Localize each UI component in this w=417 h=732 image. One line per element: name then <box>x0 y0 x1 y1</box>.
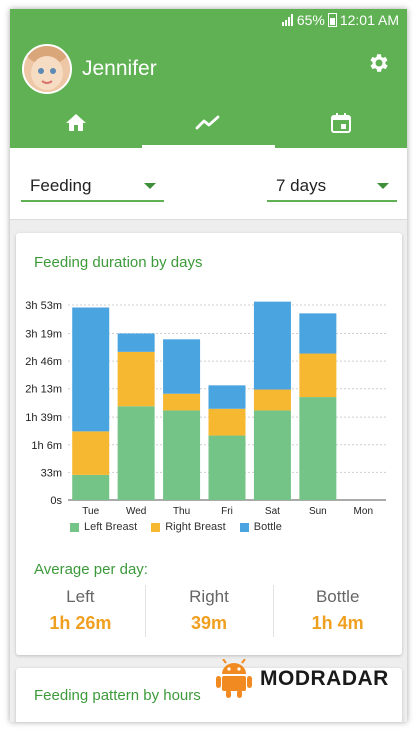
y-tick-label: 0s <box>50 495 62 507</box>
watermark-text: MODRADAR <box>260 667 389 690</box>
clock: 12:01 AM <box>339 12 399 28</box>
x-tick-label: Sun <box>309 506 327 517</box>
period-dropdown[interactable]: 7 days <box>267 172 397 202</box>
baby-face-icon <box>24 46 70 92</box>
legend-label: Bottle <box>253 521 282 533</box>
trend-icon <box>196 115 220 130</box>
x-tick-label: Tue <box>82 506 99 517</box>
watermark: MODRADAR <box>216 652 402 706</box>
bar-segment <box>117 406 155 500</box>
legend-item: Bottle <box>239 521 282 533</box>
duration-bar-chart: 0s 33m 1h 6m 1h 39m 2h 13m 2h 46m 3h 19m 3h 53m… <box>25 300 386 517</box>
app-bar: Jennifer <box>10 31 407 148</box>
activity-type-value: Feeding <box>30 176 92 195</box>
tab-statistics[interactable] <box>142 98 275 148</box>
average-bottle-label: Bottle <box>315 587 360 606</box>
y-tick-label: 1h 6m <box>31 440 62 452</box>
y-tick-label: 1h 39m <box>25 412 62 424</box>
legend-label: Right Breast <box>165 521 226 533</box>
status-bar: 65% 12:01 AM <box>10 9 407 31</box>
average-left: Left 1h 26m <box>16 585 145 637</box>
tab-calendar[interactable] <box>275 98 407 148</box>
y-tick-label: 2h 46m <box>25 356 62 368</box>
period-value: 7 days <box>276 176 327 195</box>
pattern-chart-card: Feeding pattern by hours <box>16 668 402 722</box>
legend-label: Left Breast <box>84 521 138 533</box>
x-tick-label: Mon <box>354 506 373 517</box>
legend-item: Left Breast <box>70 521 137 533</box>
bar-segment <box>208 435 246 500</box>
android-robot-icon <box>216 659 252 698</box>
bar-segment <box>117 351 155 407</box>
average-bottle-value: 1h 4m <box>311 613 364 633</box>
gear-icon <box>370 54 388 72</box>
battery-percent: 65% <box>296 12 325 28</box>
bar-segment <box>72 474 110 500</box>
bar-segment <box>117 333 155 352</box>
tab-bar <box>10 98 407 148</box>
bar-segment <box>253 410 291 500</box>
y-tick-label: 3h 53m <box>25 300 62 312</box>
average-left-label: Left <box>66 587 95 606</box>
chart-title: Feeding duration by days <box>34 254 203 271</box>
settings-button[interactable] <box>367 51 391 80</box>
battery-icon <box>327 13 337 27</box>
bar-segment <box>253 301 291 390</box>
avatar[interactable] <box>22 44 72 94</box>
chart-legend: Left Breast Right Breast Bottle <box>70 521 282 533</box>
bar-segment <box>208 385 246 409</box>
x-tick-label: Thu <box>173 506 190 517</box>
tab-home[interactable] <box>10 98 142 148</box>
bar-segment <box>163 339 201 394</box>
x-tick-label: Sat <box>265 506 280 517</box>
bar-segment <box>299 397 337 500</box>
bar-segment <box>208 408 246 436</box>
user-name: Jennifer <box>82 57 157 80</box>
x-tick-label: Fri <box>221 506 233 517</box>
bar-segment <box>253 389 291 411</box>
bar-segment <box>163 393 201 411</box>
calendar-icon <box>330 113 351 133</box>
signal-icon <box>281 14 293 26</box>
duration-chart-card: Feeding duration by days 0s 33m 1h 6m 1h 39… <box>16 233 402 655</box>
bar-segment <box>299 353 337 398</box>
legend-swatch <box>151 522 161 532</box>
average-left-value: 1h 26m <box>49 613 112 633</box>
x-tick-label: Wed <box>126 506 146 517</box>
dropdown-arrow-icon <box>377 183 389 189</box>
average-title: Average per day: <box>34 561 148 578</box>
dropdown-arrow-icon <box>144 183 156 189</box>
average-right: Right 39m <box>144 585 274 637</box>
y-tick-label: 2h 13m <box>25 384 62 396</box>
average-bottle: Bottle 1h 4m <box>273 585 402 637</box>
bar-segment <box>72 307 110 432</box>
legend-swatch <box>239 522 249 532</box>
bar-segment <box>299 313 337 354</box>
bar-segment <box>72 431 110 475</box>
filter-bar: Feeding 7 days <box>10 148 407 220</box>
legend-swatch <box>70 522 79 532</box>
y-tick-label: 33m <box>41 467 62 479</box>
app-frame: 65% 12:01 AM Jennifer <box>10 9 407 722</box>
average-stats: Left 1h 26m Right 39m Bottle 1h 4m <box>16 585 402 637</box>
activity-type-dropdown[interactable]: Feeding <box>21 172 164 202</box>
average-right-value: 39m <box>190 613 228 633</box>
average-right-label: Right <box>189 587 229 606</box>
home-icon <box>66 114 87 131</box>
bar-segment <box>163 410 201 500</box>
pattern-card-title: Feeding pattern by hours <box>34 687 201 704</box>
legend-item: Right Breast <box>151 521 226 533</box>
y-tick-label: 3h 19m <box>25 328 62 340</box>
